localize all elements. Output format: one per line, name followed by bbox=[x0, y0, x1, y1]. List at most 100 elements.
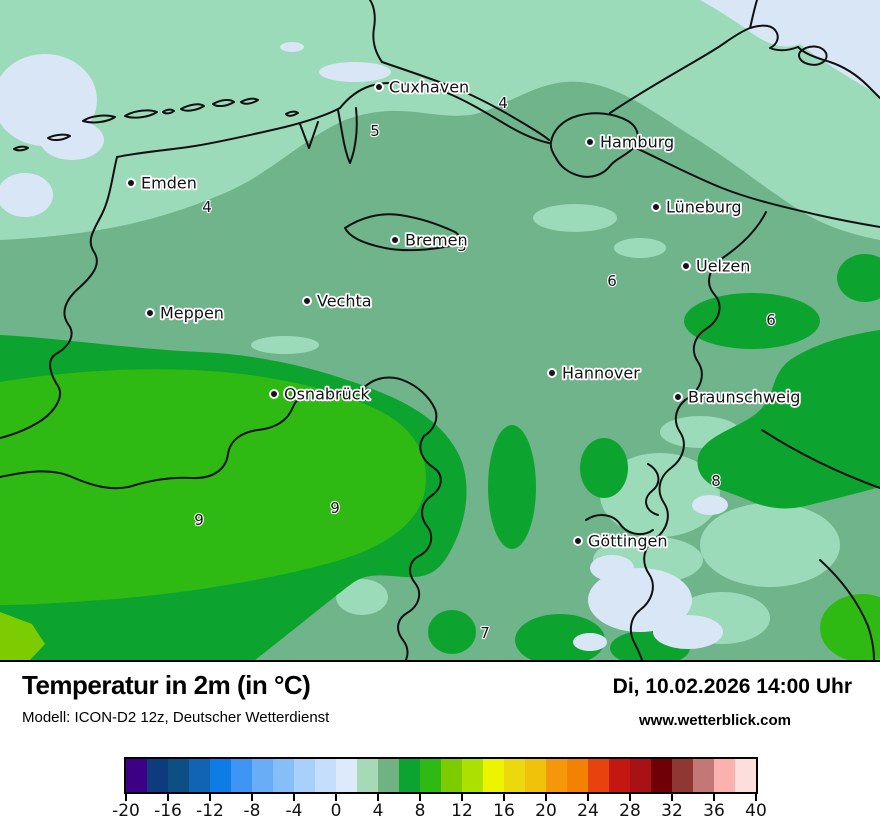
temp-value-labels: 4 5 4 5 6 6 8 9 9 7 bbox=[193, 93, 777, 643]
legend-tick-label: 0 bbox=[330, 801, 342, 821]
temp-value-label: 5 bbox=[370, 122, 380, 140]
legend-color-segment bbox=[126, 759, 147, 792]
legend-tick-label: 8 bbox=[414, 801, 426, 821]
temperature-legend: -20 -16 -12 -8 -4 0 4 8 12 16 20 24 28 32 36 40 bbox=[0, 748, 880, 830]
city-marker: Bremen bbox=[390, 229, 469, 251]
city-marker: Braunschweig bbox=[673, 386, 802, 408]
city-marker: Göttingen bbox=[573, 530, 669, 552]
legend-tick-label: 24 bbox=[577, 801, 599, 821]
legend-color-segment bbox=[231, 759, 252, 792]
city-markers: Cuxhaven Hamburg Emden Lüneburg Bremen Uelzen… bbox=[126, 76, 802, 552]
legend-tick bbox=[671, 794, 673, 801]
legend-color-segment bbox=[441, 759, 462, 792]
legend-tick bbox=[629, 794, 631, 801]
temp-value-label: 4 bbox=[498, 94, 508, 112]
footer: Temperatur in 2m (in °C) Di, 10.02.2026 … bbox=[0, 662, 880, 748]
legend-tick bbox=[209, 794, 211, 801]
city-marker: Emden bbox=[126, 172, 199, 194]
legend-color-segment bbox=[420, 759, 441, 792]
city-dot bbox=[673, 392, 683, 402]
legend-tick bbox=[461, 794, 463, 801]
city-dot bbox=[681, 261, 691, 271]
city-dot bbox=[269, 389, 279, 399]
city-dot bbox=[390, 235, 400, 245]
model-info: Modell: ICON-D2 12z, Deutscher Wetterdie… bbox=[22, 709, 330, 726]
city-marker: Uelzen bbox=[681, 255, 752, 277]
legend-color-segment bbox=[714, 759, 735, 792]
city-marker: Cuxhaven bbox=[374, 76, 471, 98]
city-dot bbox=[547, 368, 557, 378]
legend-tick bbox=[587, 794, 589, 801]
legend-color-segment bbox=[294, 759, 315, 792]
legend-color-segment bbox=[735, 759, 756, 792]
legend-color-segment bbox=[546, 759, 567, 792]
legend-color-segment bbox=[357, 759, 378, 792]
legend-tick bbox=[755, 794, 757, 801]
city-marker: Vechta bbox=[302, 290, 373, 312]
legend-tick-label: 20 bbox=[535, 801, 557, 821]
legend-color-segment bbox=[525, 759, 546, 792]
temp-value-label: 6 bbox=[766, 311, 776, 329]
city-label: Osnabrück bbox=[284, 385, 371, 404]
temp-region-yellowgreen bbox=[0, 612, 45, 660]
legend-color-segment bbox=[609, 759, 630, 792]
temp-value-label: 7 bbox=[480, 624, 490, 642]
legend-color-segment bbox=[336, 759, 357, 792]
legend-tick bbox=[167, 794, 169, 801]
city-label: Vechta bbox=[317, 292, 372, 311]
legend-color-segment bbox=[315, 759, 336, 792]
forecast-datetime: Di, 10.02.2026 14:00 Uhr bbox=[612, 675, 852, 698]
legend-color-segment bbox=[651, 759, 672, 792]
city-marker: Lüneburg bbox=[651, 196, 743, 218]
legend-tick-label: 28 bbox=[619, 801, 641, 821]
temp-region-mint bbox=[0, 0, 880, 240]
legend-color-segment bbox=[147, 759, 168, 792]
legend-tick-label: 12 bbox=[451, 801, 473, 821]
map-svg: 4 5 4 5 6 6 8 9 9 7 Cuxhaven Hamburg Emden Lüneburg B… bbox=[0, 0, 880, 660]
city-label: Hamburg bbox=[600, 133, 674, 152]
city-marker: Osnabrück bbox=[269, 383, 372, 405]
legend-tick bbox=[335, 794, 337, 801]
city-label: Lüneburg bbox=[666, 198, 742, 217]
city-marker: Hamburg bbox=[585, 131, 676, 153]
legend-tick bbox=[713, 794, 715, 801]
legend-color-segment bbox=[630, 759, 651, 792]
city-dot bbox=[585, 137, 595, 147]
city-dot bbox=[374, 82, 384, 92]
legend-color-segment bbox=[168, 759, 189, 792]
legend-color-segment bbox=[189, 759, 210, 792]
legend-color-segment bbox=[483, 759, 504, 792]
city-label: Uelzen bbox=[696, 257, 750, 276]
legend-tick-label: 4 bbox=[372, 801, 384, 821]
city-label: Hannover bbox=[562, 364, 640, 383]
city-label: Cuxhaven bbox=[389, 78, 469, 97]
legend-color-segment bbox=[693, 759, 714, 792]
map-title: Temperatur in 2m (in °C) bbox=[22, 670, 311, 700]
legend-tick-label: 16 bbox=[493, 801, 515, 821]
temp-value-label: 9 bbox=[194, 511, 204, 529]
city-dot bbox=[145, 308, 155, 318]
legend-tick-label: -20 bbox=[112, 801, 140, 821]
legend-tick-label: -4 bbox=[285, 801, 303, 821]
border-lines bbox=[0, 0, 880, 660]
city-dot bbox=[302, 296, 312, 306]
legend-color-segment bbox=[504, 759, 525, 792]
temp-region-brightgreen bbox=[0, 369, 880, 660]
temp-value-label: 6 bbox=[607, 272, 617, 290]
temp-value-label: 4 bbox=[202, 198, 212, 216]
legend-color-segment bbox=[462, 759, 483, 792]
temp-value-label: 9 bbox=[330, 499, 340, 517]
city-dot bbox=[573, 536, 583, 546]
website-credit: www.wetterblick.com bbox=[639, 712, 791, 729]
city-marker: Hannover bbox=[547, 362, 642, 384]
legend-color-bar bbox=[124, 757, 758, 794]
city-label: Emden bbox=[141, 174, 197, 193]
legend-tick bbox=[419, 794, 421, 801]
legend-color-segment bbox=[672, 759, 693, 792]
temp-region-paleblue bbox=[0, 0, 880, 651]
city-dot bbox=[126, 178, 136, 188]
legend-tick-label: -12 bbox=[196, 801, 224, 821]
city-label: Braunschweig bbox=[688, 388, 800, 407]
temperature-map: 4 5 4 5 6 6 8 9 9 7 Cuxhaven Hamburg Emden Lüneburg B… bbox=[0, 0, 880, 662]
